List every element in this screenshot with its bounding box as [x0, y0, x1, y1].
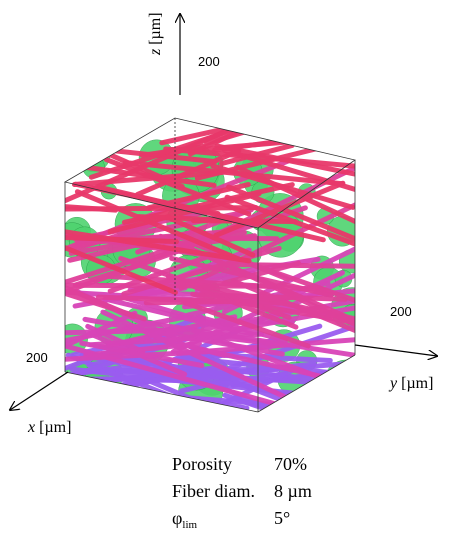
y-tick: 200 — [390, 304, 412, 319]
z-axis-label: z [µm] — [147, 12, 164, 56]
y-unit: [µm] — [401, 375, 433, 392]
table-value: 8 µm — [274, 481, 312, 501]
fiber-rendering — [41, 68, 447, 450]
fiber-shape — [194, 221, 296, 222]
table-label: Porosity — [172, 454, 232, 474]
table-value: 5° — [274, 508, 290, 528]
phi: φ — [172, 508, 182, 528]
y-axis-label: y [µm] — [388, 375, 433, 392]
x-axis — [10, 372, 68, 410]
z-symbol: z — [147, 48, 164, 56]
y-axis — [355, 345, 437, 356]
table-label: φlim — [172, 508, 198, 531]
fiber-shape — [239, 400, 446, 448]
y-symbol: y — [388, 375, 398, 392]
z-unit: [µm] — [147, 12, 164, 44]
parameter-table: Porosity 70% Fiber diam. 8 µm φlim 5° — [172, 454, 312, 531]
fiber-shape — [220, 264, 380, 266]
z-tick: 200 — [198, 54, 220, 69]
fiber-shape — [64, 330, 170, 332]
fiber-shape — [67, 285, 281, 286]
figure: z [µm] 200 y [µm] 200 x [µm] 200 Porosit… — [0, 0, 452, 539]
x-axis-label: x [µm] — [27, 419, 71, 436]
phi-subscript: lim — [182, 519, 197, 531]
x-symbol: x — [27, 419, 35, 436]
x-tick: 200 — [26, 350, 48, 365]
x-unit: [µm] — [39, 419, 71, 436]
table-label: Fiber diam. — [172, 481, 255, 501]
table-value: 70% — [274, 454, 307, 474]
page: z [µm] 200 y [µm] 200 x [µm] 200 Porosit… — [0, 0, 452, 539]
